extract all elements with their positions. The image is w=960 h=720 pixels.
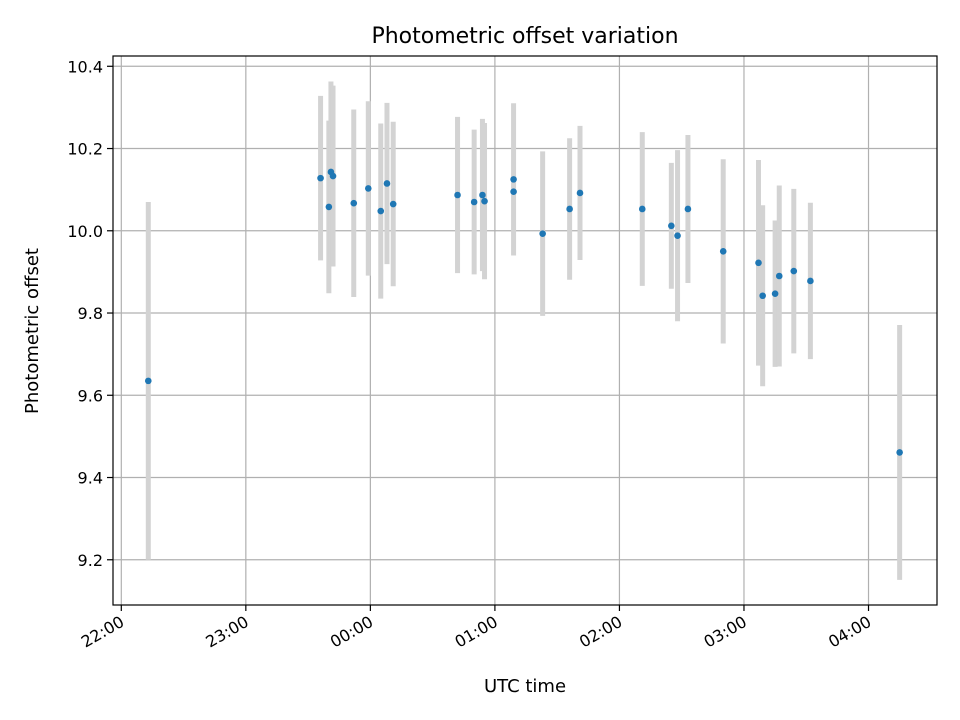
data-point [364, 185, 372, 192]
data-point [759, 292, 766, 300]
data-point [668, 222, 675, 230]
data-points [144, 168, 903, 456]
data-point [350, 199, 358, 207]
x-axis-title: UTC time [484, 676, 566, 697]
data-point [775, 272, 783, 280]
data-point [771, 290, 779, 297]
plot-frame [112, 55, 938, 606]
data-point [481, 197, 488, 205]
data-point [317, 174, 324, 182]
data-point [566, 205, 573, 213]
data-point [329, 172, 337, 180]
data-point [470, 198, 478, 206]
data-point [479, 191, 486, 199]
data-point [144, 377, 152, 385]
data-point [510, 188, 517, 196]
data-point [807, 277, 814, 285]
data-point [576, 189, 584, 197]
y-tick-label: 9.2 [78, 551, 103, 570]
y-axis-title: Photometric offset [22, 248, 43, 414]
y-tick-label: 10.2 [67, 140, 103, 159]
y-axis-ticks: 9.2 9.4 9.6 9.8 10.0 10.2 10.4 [67, 57, 113, 570]
y-tick-label: 9.6 [78, 386, 103, 405]
data-point [684, 205, 692, 213]
data-point [539, 230, 546, 237]
data-point [638, 205, 646, 213]
data-point [377, 207, 385, 215]
y-tick-label: 9.4 [78, 469, 103, 488]
chart-title: Photometric offset variation [371, 24, 678, 49]
y-tick-label: 10.4 [67, 57, 103, 76]
data-point [790, 267, 798, 275]
data-point [325, 203, 333, 211]
data-point [383, 180, 391, 187]
y-tick-label: 9.8 [78, 304, 103, 323]
data-point [510, 176, 517, 183]
data-point [454, 191, 461, 199]
data-point [674, 232, 681, 240]
data-point [719, 248, 727, 255]
data-point [896, 449, 903, 456]
y-tick-label: 10.0 [67, 222, 103, 241]
data-point [389, 200, 397, 208]
data-point [755, 259, 762, 267]
grid [113, 56, 937, 605]
